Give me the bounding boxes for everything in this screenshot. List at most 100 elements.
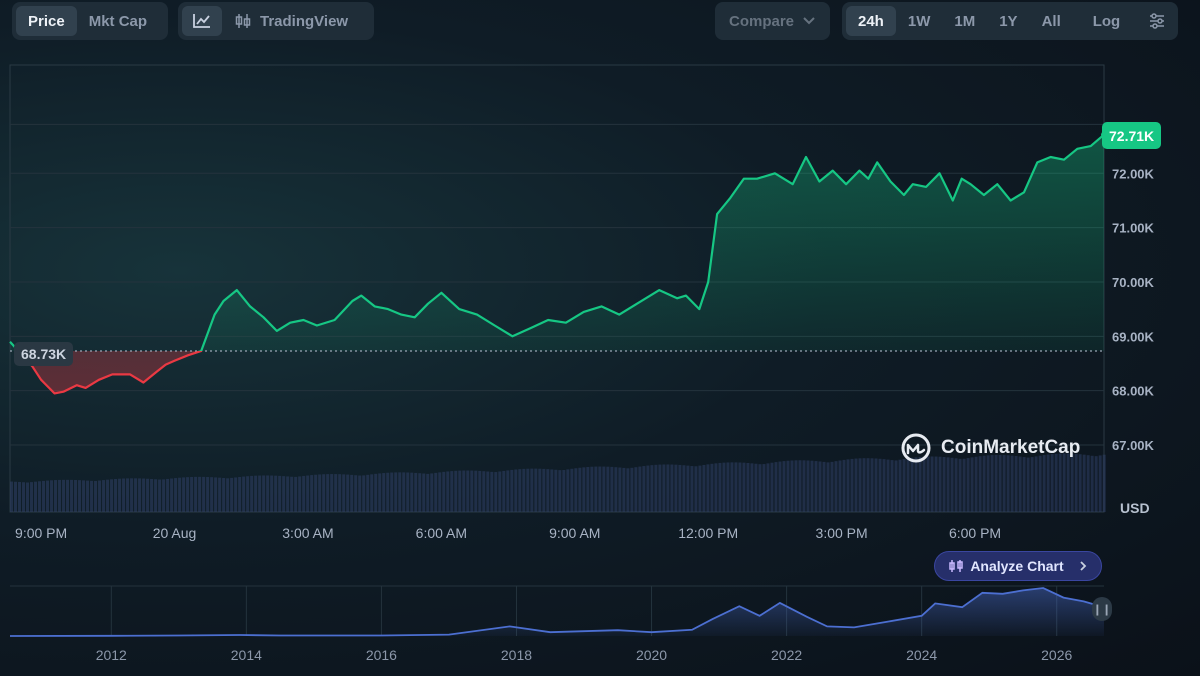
volume-bar — [566, 469, 570, 512]
analyze-chart-button[interactable]: Analyze Chart — [934, 551, 1102, 581]
volume-bar — [186, 477, 190, 512]
volume-bar — [578, 467, 582, 512]
volume-bar — [478, 470, 482, 512]
metric-tabs: Price Mkt Cap — [12, 2, 168, 40]
volume-bar — [1098, 455, 1102, 512]
volume-bar — [638, 466, 642, 512]
line-chart-button[interactable] — [182, 6, 222, 36]
x-tick-label: 6:00 PM — [949, 525, 1001, 541]
volume-bar — [774, 462, 778, 512]
volume-bar — [550, 469, 554, 512]
x-tick-label: 20 Aug — [153, 525, 197, 541]
volume-bar — [394, 472, 398, 512]
volume-bar — [46, 480, 50, 512]
candlestick-icon — [235, 14, 251, 28]
volume-bar — [734, 462, 738, 512]
volume-bar — [474, 470, 478, 512]
volume-bar — [126, 478, 130, 512]
volume-bar — [322, 474, 326, 512]
volume-bar — [218, 477, 222, 512]
y-axis: 72.00K 71.00K 70.00K 69.00K 68.00K 67.00K — [1112, 166, 1155, 453]
tab-mkt-cap[interactable]: Mkt Cap — [88, 12, 148, 30]
volume-bar — [262, 475, 266, 512]
volume-bar — [486, 471, 490, 512]
volume-bar — [374, 473, 378, 512]
volume-bar — [762, 464, 766, 512]
volume-bar — [1026, 457, 1030, 512]
volume-bar — [1022, 457, 1026, 512]
overview-chart[interactable]: 2012 2014 2016 2018 2020 2022 2024 2026 — [9, 585, 1105, 663]
volume-bar — [210, 477, 214, 512]
volume-bar — [158, 479, 162, 512]
compare-dropdown[interactable]: Compare — [715, 2, 830, 40]
volume-bar — [662, 464, 666, 512]
tab-price[interactable]: Price — [16, 6, 77, 36]
volume-bar — [1014, 456, 1018, 512]
volume-bar — [498, 471, 502, 512]
y-tick-label: 69.00K — [1112, 329, 1155, 344]
volume-bar — [542, 468, 546, 512]
volume-bar — [846, 459, 850, 512]
volume-bar — [1006, 455, 1010, 512]
volume-bar — [886, 459, 890, 512]
volume-bar — [354, 475, 358, 512]
volume-bar — [1002, 455, 1006, 512]
volume-bar — [250, 475, 254, 512]
volume-bar — [618, 467, 622, 512]
volume-bar — [866, 458, 870, 512]
pause-icon[interactable]: ❙❙ — [1092, 597, 1112, 621]
log-scale-toggle[interactable]: Log — [1092, 12, 1121, 30]
volume-bar — [894, 460, 898, 512]
volume-bar — [1058, 453, 1062, 512]
chart-settings-button[interactable] — [1140, 6, 1174, 36]
volume-bar — [70, 479, 74, 512]
volume-bar — [930, 456, 934, 512]
volume-bar — [74, 479, 78, 512]
volume-bar — [598, 466, 602, 512]
volume-bar — [178, 477, 182, 512]
volume-bar — [738, 462, 742, 512]
volume-bar — [650, 465, 654, 512]
volume-bar — [690, 466, 694, 512]
volume-bar — [54, 480, 58, 512]
volume-bar — [714, 463, 718, 512]
volume-bar — [622, 467, 626, 512]
volume-bar — [330, 474, 334, 512]
range-1m[interactable]: 1M — [954, 12, 976, 30]
line-chart-icon — [193, 14, 210, 28]
volume-bar — [766, 463, 770, 512]
volume-bar — [966, 458, 970, 512]
volume-bar — [462, 470, 466, 512]
volume-bar — [270, 475, 274, 512]
volume-bar — [1090, 455, 1094, 512]
volume-bar — [950, 457, 954, 512]
tradingview-label: TradingView — [260, 12, 349, 30]
volume-bar — [318, 474, 322, 512]
volume-bar — [510, 469, 514, 512]
volume-bar — [198, 476, 202, 512]
volume-bar — [526, 468, 530, 512]
range-24h[interactable]: 24h — [846, 6, 896, 36]
tradingview-button[interactable]: TradingView — [222, 6, 360, 36]
overview-tick-label: 2024 — [906, 647, 937, 663]
volume-bar — [62, 479, 66, 512]
volume-bar — [982, 455, 986, 512]
volume-bar — [1066, 453, 1070, 512]
volume-bar — [798, 460, 802, 512]
volume-bar — [482, 471, 486, 512]
range-1y[interactable]: 1Y — [999, 12, 1018, 30]
volume-bar — [946, 457, 950, 512]
volume-bar — [790, 460, 794, 512]
price-area-down — [10, 350, 1104, 394]
volume-bar — [154, 479, 158, 512]
range-1w[interactable]: 1W — [907, 12, 931, 30]
range-all[interactable]: All — [1041, 12, 1061, 30]
volume-bar — [378, 473, 382, 512]
volume-bar — [694, 466, 698, 512]
volume-bar — [918, 456, 922, 512]
volume-bar — [910, 457, 914, 512]
volume-bar — [842, 459, 846, 512]
x-tick-label: 9:00 PM — [15, 525, 67, 541]
volume-bar — [106, 479, 110, 512]
